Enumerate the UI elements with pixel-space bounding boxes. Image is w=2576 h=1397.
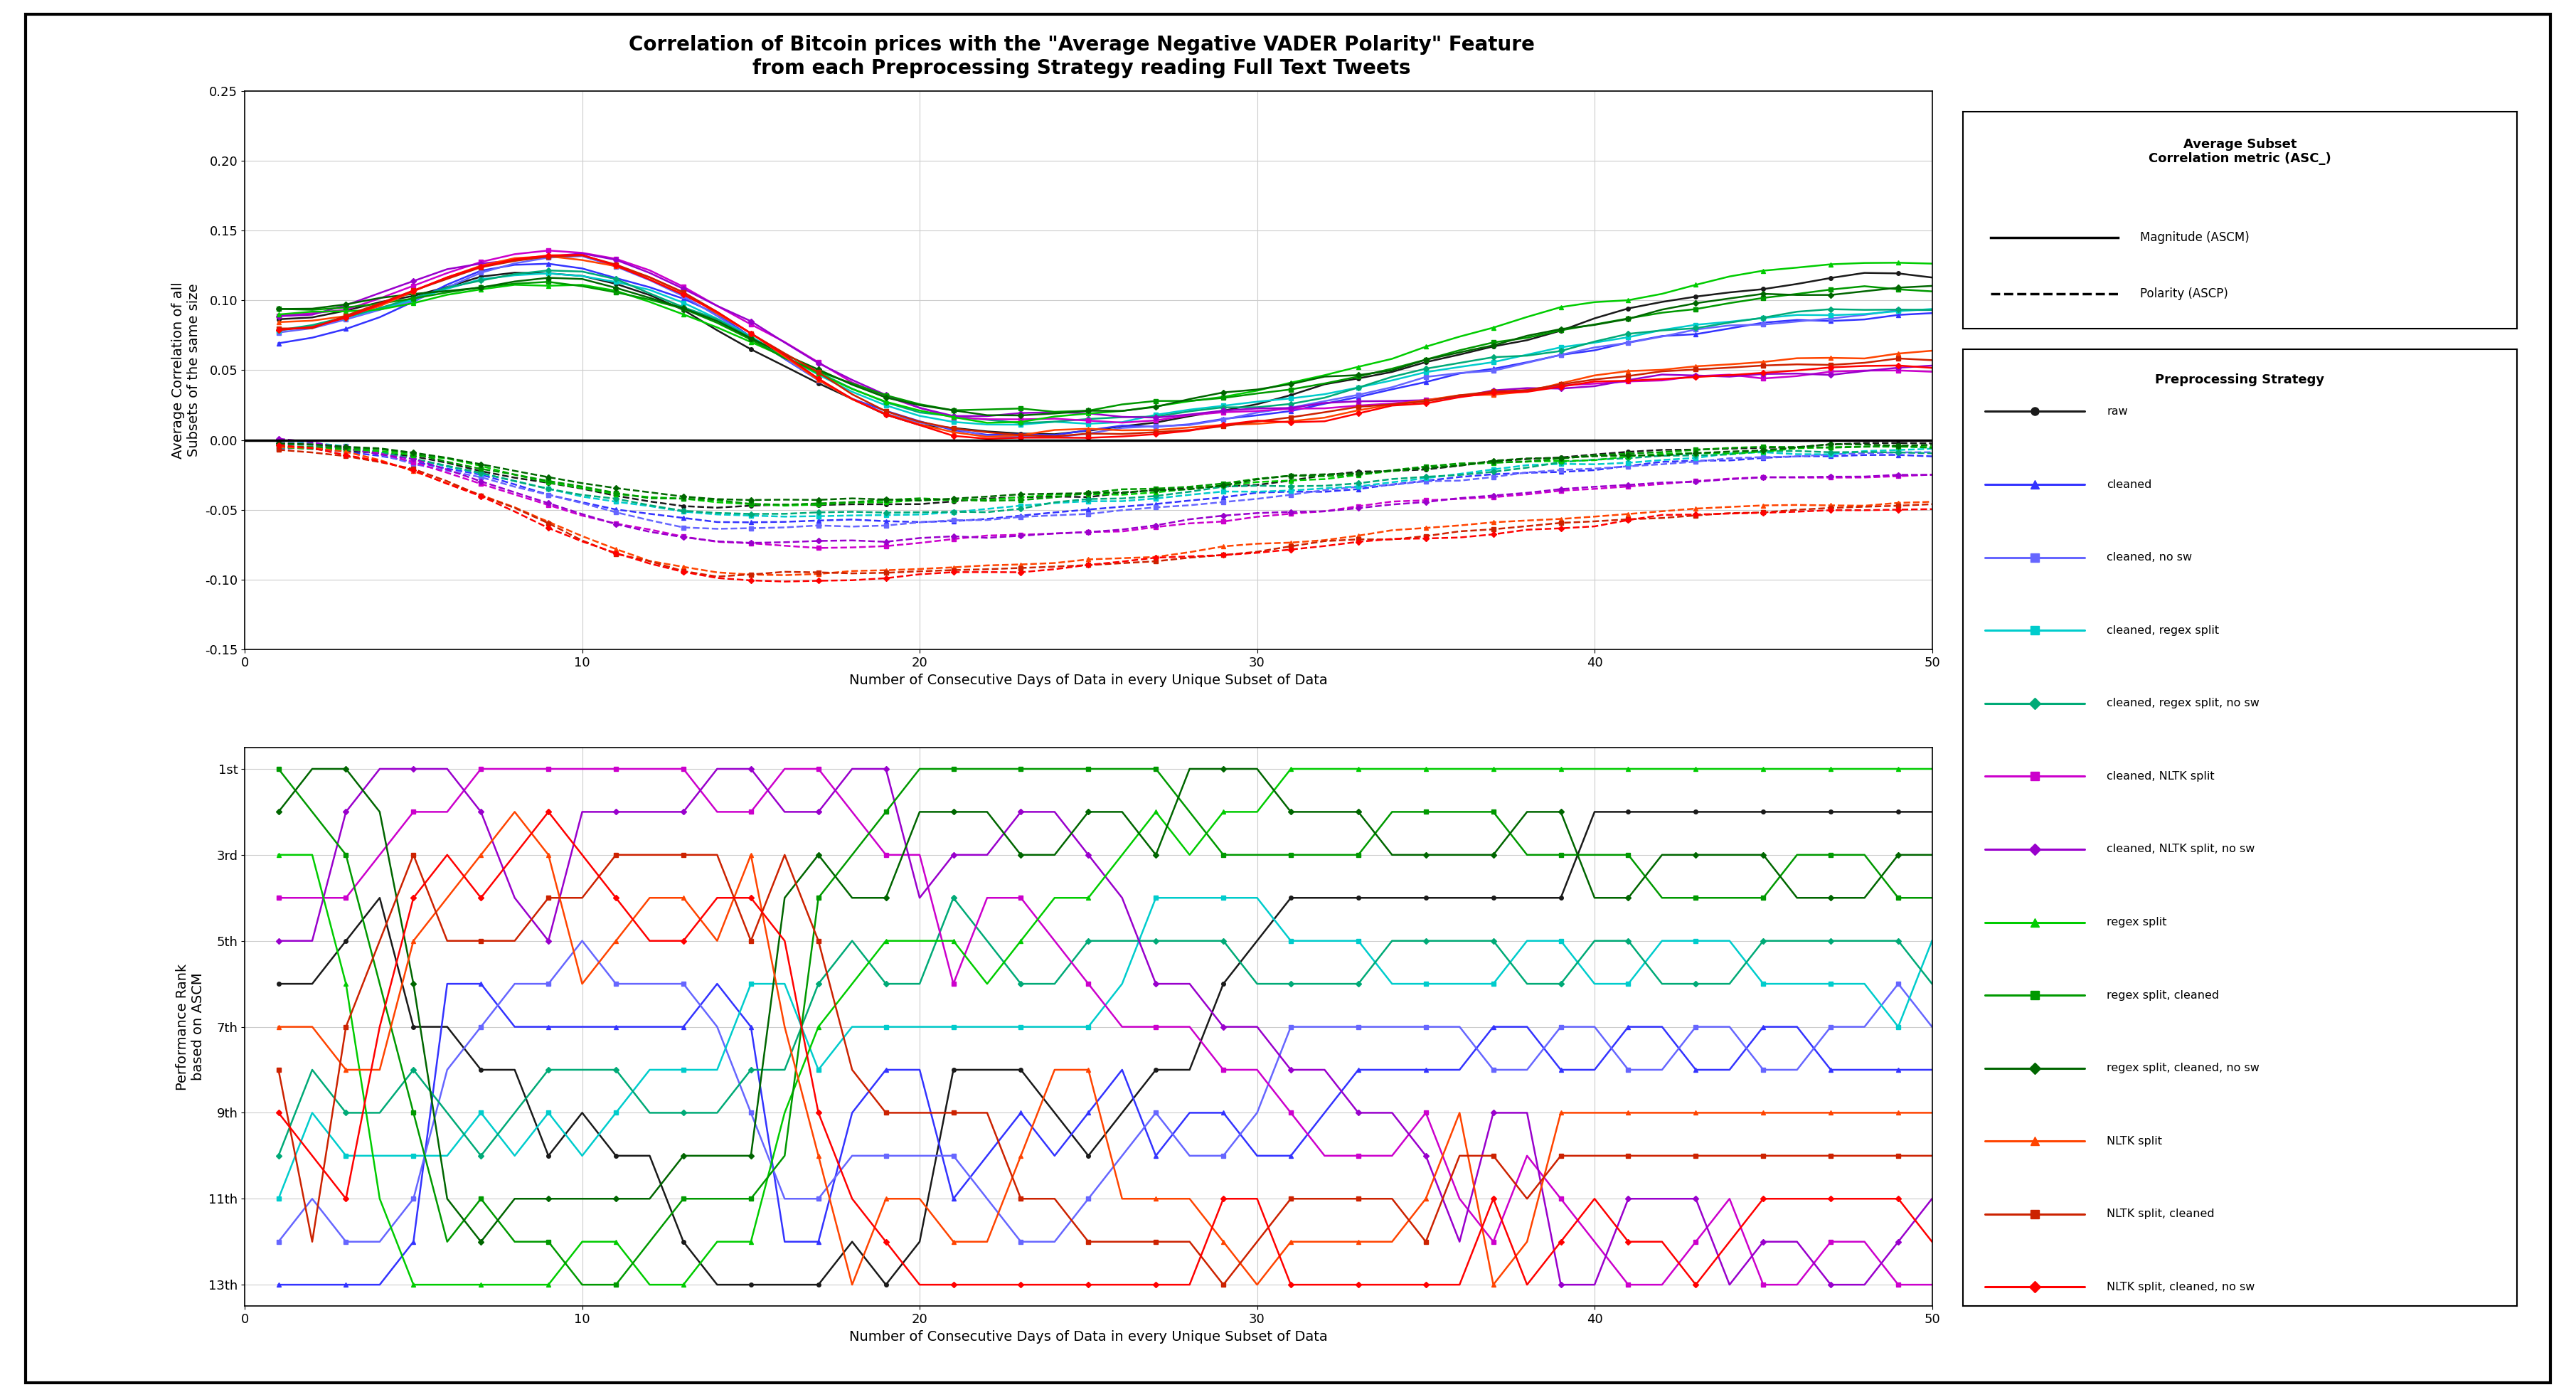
Text: Preprocessing Strategy: Preprocessing Strategy [2156,373,2324,386]
Text: Correlation of Bitcoin prices with the "Average Negative VADER Polarity" Feature: Correlation of Bitcoin prices with the "… [629,35,1535,78]
Text: regex split, cleaned: regex split, cleaned [2107,990,2221,1000]
Y-axis label: Average Correlation of all
Subsets of the same size: Average Correlation of all Subsets of th… [173,282,201,458]
Text: Polarity (ASCP): Polarity (ASCP) [2141,288,2228,300]
Text: cleaned, no sw: cleaned, no sw [2107,552,2192,563]
Text: cleaned, regex split, no sw: cleaned, regex split, no sw [2107,698,2259,708]
Text: cleaned, regex split: cleaned, regex split [2107,624,2221,636]
Text: NLTK split, cleaned: NLTK split, cleaned [2107,1208,2215,1220]
X-axis label: Number of Consecutive Days of Data in every Unique Subset of Data: Number of Consecutive Days of Data in ev… [850,673,1327,687]
Text: regex split: regex split [2107,916,2166,928]
Text: NLTK split: NLTK split [2107,1136,2161,1147]
Text: Magnitude (ASCM): Magnitude (ASCM) [2141,231,2249,243]
X-axis label: Number of Consecutive Days of Data in every Unique Subset of Data: Number of Consecutive Days of Data in ev… [850,1330,1327,1344]
Text: regex split, cleaned, no sw: regex split, cleaned, no sw [2107,1063,2259,1073]
Text: NLTK split, cleaned, no sw: NLTK split, cleaned, no sw [2107,1281,2254,1292]
Text: cleaned, NLTK split, no sw: cleaned, NLTK split, no sw [2107,844,2254,855]
Y-axis label: Performance Rank
based on ASCM: Performance Rank based on ASCM [175,964,204,1090]
Text: Average Subset
Correlation metric (ASC_): Average Subset Correlation metric (ASC_) [2148,138,2331,165]
Text: raw: raw [2107,407,2128,416]
Text: cleaned, NLTK split: cleaned, NLTK split [2107,771,2215,781]
Text: cleaned: cleaned [2107,479,2151,490]
